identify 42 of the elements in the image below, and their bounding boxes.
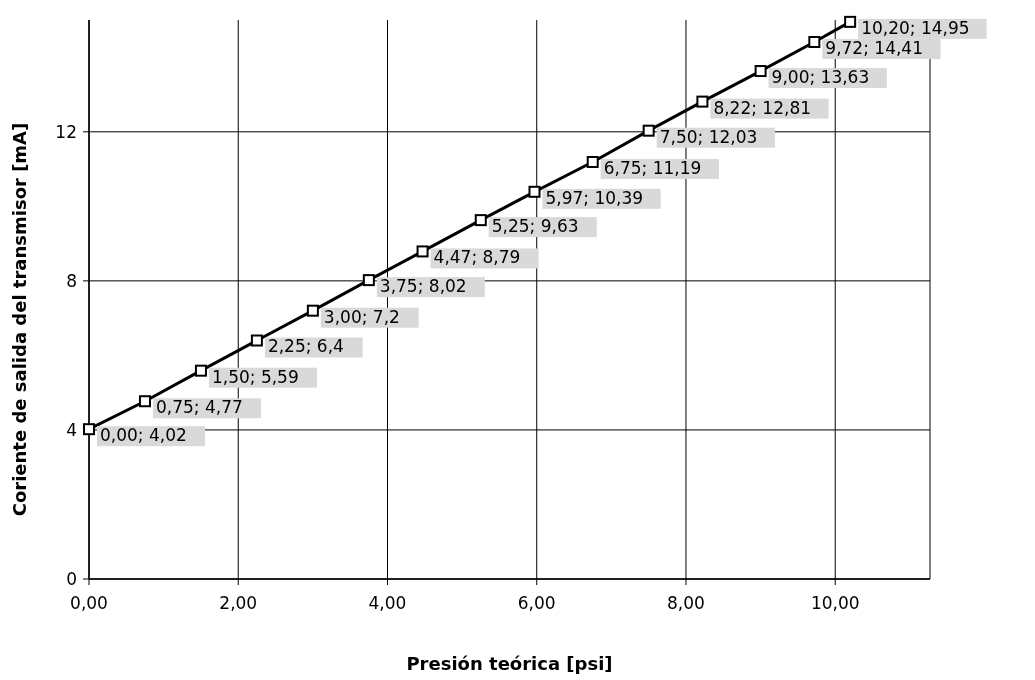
point [754,65,767,78]
point [416,245,429,258]
data-label: 2,25; 6,4 [267,336,344,357]
data-label: 0,75; 4,77 [155,397,243,418]
data-label: 7,50; 12,03 [659,126,758,147]
data-label: 6,75; 11,19 [603,157,702,178]
point [586,155,599,168]
point [83,423,95,436]
x-tick-label: 8,00 [667,593,705,613]
data-label: 8,22; 12,81 [713,97,812,118]
point [808,35,821,48]
point [844,15,857,28]
point [696,95,709,108]
point [362,274,375,287]
x-tick-label: 6,00 [517,593,556,613]
data-label: 9,72; 14,41 [825,37,923,58]
point [642,124,655,137]
data-label: 9,00; 13,63 [771,67,870,88]
y-tick-label: 12 [55,121,77,142]
point [474,214,487,227]
y-axis-title: Coriente de salida del transmisor [mA] [9,122,30,517]
x-tick-label: 0,00 [70,593,108,613]
x-tick-label: 4,00 [368,593,407,613]
y-tick-label: 4 [66,419,77,440]
data-label: 5,97; 10,39 [545,187,644,208]
data-label: 3,75; 8,02 [379,276,467,297]
point [138,395,151,408]
y-tick-label: 8 [66,270,77,291]
data-label: 5,25; 9,63 [491,216,579,237]
data-label: 10,20; 14,95 [861,17,970,38]
data-label: 4,47; 8,79 [433,247,521,268]
x-tick-label: 2,00 [219,593,258,613]
data-label: 0,00; 4,02 [100,425,187,446]
point [528,185,541,198]
x-axis-title: Presión teórica [psi] [406,653,613,674]
point [194,364,207,377]
point [250,334,263,347]
point [306,304,319,317]
x-tick-label: 10,00 [810,593,860,613]
data-label: 1,50; 5,59 [211,366,299,387]
data-label: 3,00; 7,2 [323,306,400,327]
y-tick-label: 0 [66,568,77,589]
